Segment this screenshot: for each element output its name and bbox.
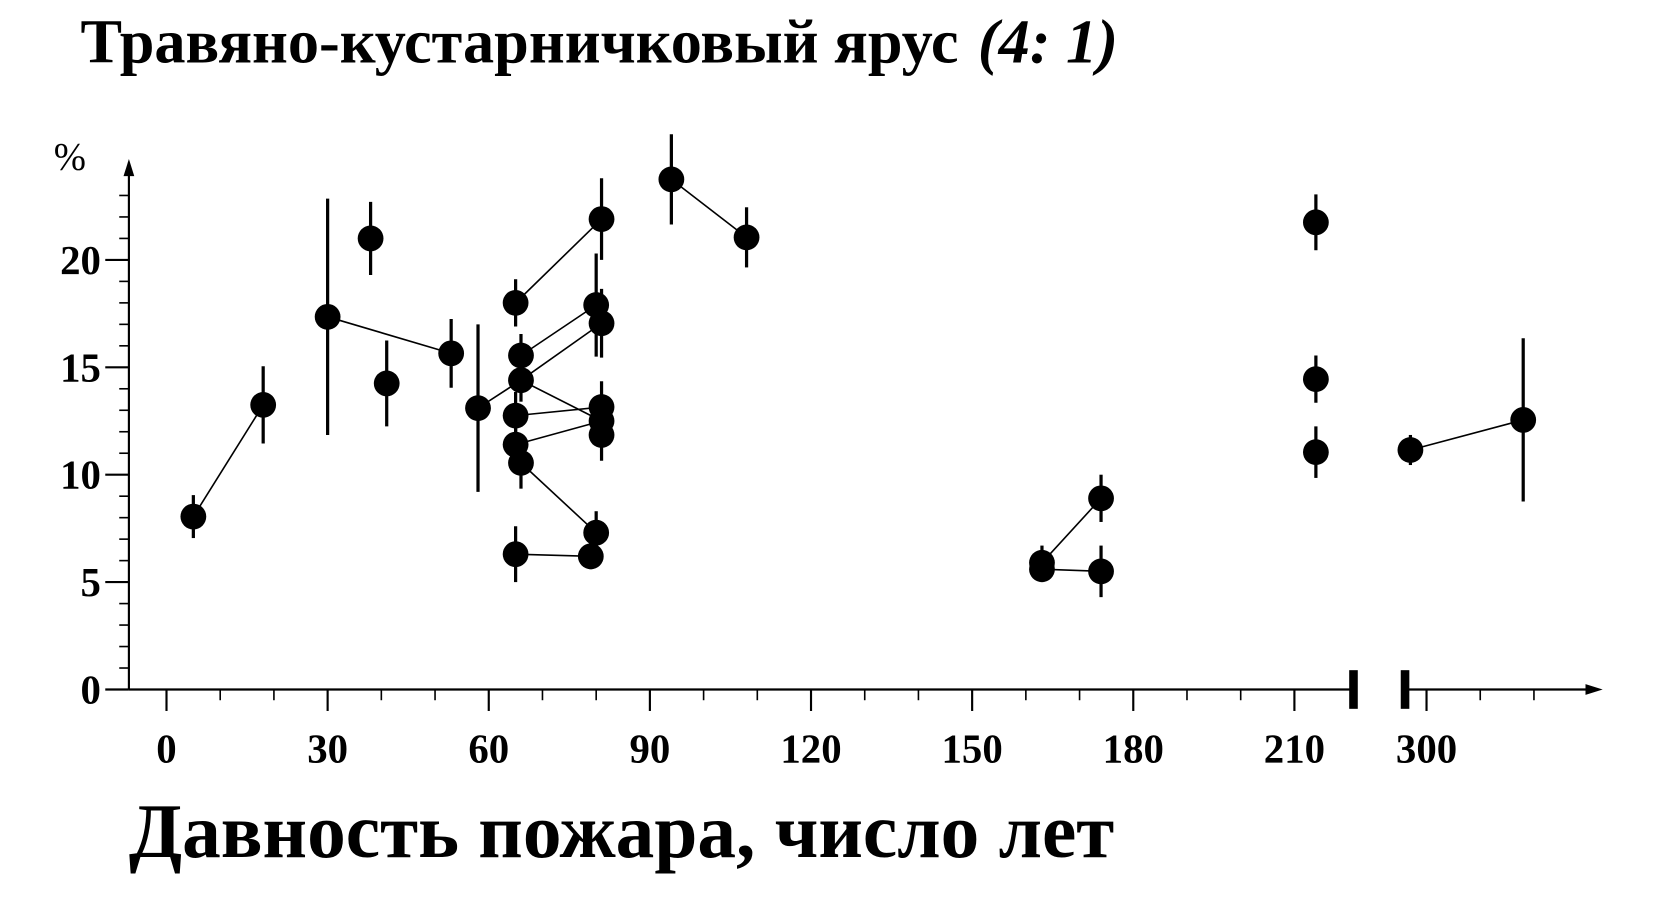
x-tick-label: 300 [1396, 727, 1457, 772]
point [1302, 366, 1329, 393]
point [658, 166, 685, 193]
y-tick-label: 0 [81, 667, 101, 712]
connector [515, 406, 602, 417]
y-tick-label: 20 [60, 238, 101, 283]
connector [520, 462, 597, 534]
x-axis-label: Давность пожара, число лет [129, 788, 1114, 874]
x-axis-arrow [1585, 684, 1603, 695]
x-tick-label: 150 [942, 727, 1003, 772]
y-tick-label: 15 [60, 345, 101, 390]
x-tick-label: 120 [780, 727, 841, 772]
connector [520, 304, 597, 357]
point [1088, 558, 1114, 585]
point [180, 503, 207, 530]
connector [515, 420, 602, 446]
point [733, 224, 760, 251]
title-note: (4: 1) [978, 7, 1118, 76]
point [250, 392, 277, 418]
axis-break [1349, 670, 1358, 709]
x-tick-label: 0 [156, 727, 176, 772]
x-tick-label: 60 [468, 727, 509, 772]
point [1397, 437, 1424, 463]
y-tick-label: 10 [60, 453, 101, 498]
y-axis-arrow [123, 158, 135, 177]
point [502, 289, 529, 316]
point [438, 340, 465, 367]
connector [1041, 497, 1102, 564]
connector [520, 322, 603, 381]
x-tick-label: 210 [1264, 727, 1325, 772]
point [1302, 439, 1329, 466]
x-tick-label: 30 [307, 727, 348, 772]
point [1302, 209, 1329, 236]
connector [327, 316, 452, 355]
connector [515, 218, 603, 304]
point [1510, 407, 1537, 433]
chart-title: Травяно-кустарничковый ярус (4: 1) [81, 7, 1118, 76]
point [508, 450, 534, 476]
point [373, 370, 400, 397]
connector [192, 404, 264, 518]
y-axis-label: % [54, 137, 86, 179]
x-tick-label: 90 [629, 727, 670, 772]
connector [520, 379, 602, 422]
y-tick-label: 5 [81, 560, 101, 605]
point [588, 310, 615, 337]
axis-break [1400, 670, 1410, 709]
point [314, 303, 341, 330]
x-tick-label: 180 [1103, 727, 1164, 772]
point [357, 225, 384, 252]
point [1029, 556, 1055, 583]
point [465, 395, 491, 422]
connector [670, 178, 748, 238]
title-main: Травяно-кустарничковый ярус [81, 7, 959, 76]
point [588, 206, 615, 232]
point [577, 543, 604, 570]
point [502, 541, 529, 568]
point [583, 519, 610, 546]
connector [1410, 419, 1524, 451]
point [1088, 485, 1114, 512]
point [508, 367, 534, 394]
point [588, 422, 615, 448]
point [502, 402, 529, 429]
point [508, 342, 534, 369]
